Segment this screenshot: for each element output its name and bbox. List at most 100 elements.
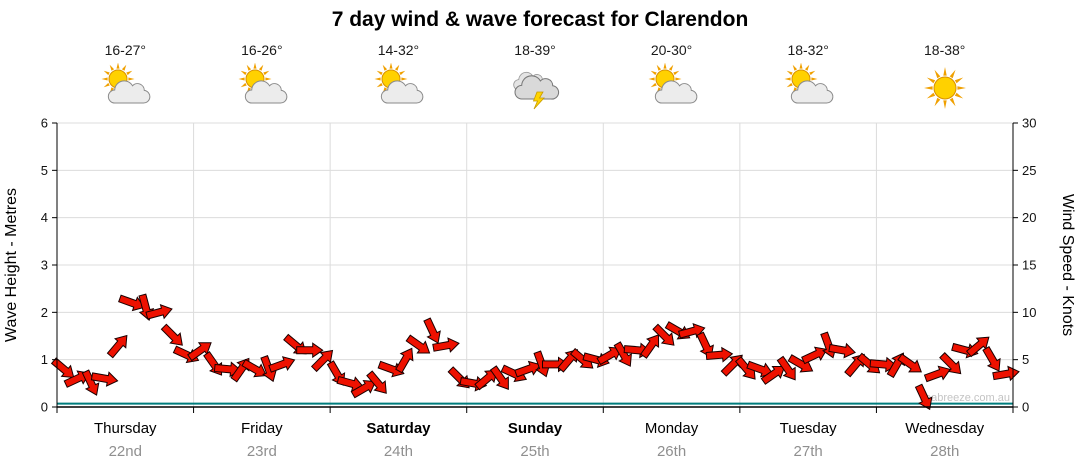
wind-arrow-glyph	[405, 334, 431, 354]
wind-arrow-glyph	[395, 347, 414, 374]
wind-arrow-glyph	[923, 365, 951, 383]
day-header: 18-39°	[509, 42, 561, 111]
day-header: 16-26°	[236, 42, 288, 111]
left-axis-title: Wave Height - Metres	[3, 188, 20, 342]
sun-cloud-icon	[101, 63, 151, 104]
right-tick-label: 5	[1022, 352, 1029, 367]
wind-arrow-glyph	[268, 356, 296, 373]
day-name-label: Wednesday	[905, 420, 984, 437]
day-headers: 16-27° 16-26° 14-32° 18-39° 20-30° 18-32° 18-3…	[0, 42, 1080, 152]
right-axis-title: Wind Speed - Knots	[1059, 194, 1076, 336]
wind-arrow-glyph	[640, 334, 660, 359]
wind-arrow	[106, 334, 128, 359]
wind-arrow-glyph	[965, 336, 990, 358]
left-tick-label: 3	[41, 258, 48, 273]
wind-arrow-glyph	[914, 383, 933, 411]
day-header: 18-38°	[919, 42, 971, 111]
lightning-bolt	[532, 91, 545, 110]
wind-arrow	[652, 323, 675, 346]
cloud-shape	[108, 80, 151, 104]
wind-arrow	[283, 333, 307, 355]
day-header: 20-30°	[646, 42, 698, 111]
wind-arrow-glyph	[106, 334, 128, 359]
wind-arrow	[801, 346, 828, 365]
wind-arrow	[914, 383, 933, 411]
day-name-label: Thursday	[94, 420, 157, 437]
day-header: 16-27°	[99, 42, 151, 111]
day-date-label: 25th	[520, 443, 549, 460]
wind-arrow-glyph	[801, 346, 828, 365]
day-date-label: 24th	[384, 443, 413, 460]
cloud-shape	[514, 75, 560, 100]
left-tick-label: 2	[41, 305, 48, 320]
day-date-label: 22nd	[109, 443, 142, 460]
day-header: 14-32°	[372, 42, 424, 111]
wind-arrows-series	[50, 293, 1020, 411]
sun-cloud-icon	[648, 63, 697, 104]
wind-arrow-glyph	[118, 294, 146, 312]
right-tick-label: 10	[1022, 305, 1036, 320]
left-tick-label: 4	[41, 210, 48, 225]
wind-arrow	[760, 365, 786, 385]
cloud-shape	[654, 80, 697, 104]
wind-arrow-glyph	[296, 342, 324, 359]
day-date-label: 26th	[657, 443, 686, 460]
day-name-label: Saturday	[366, 420, 431, 437]
wind-arrow	[923, 365, 951, 383]
sun-cloud-icon	[374, 63, 424, 104]
wind-arrow	[897, 353, 922, 373]
wind-arrow	[241, 358, 268, 378]
wind-arrow	[296, 342, 324, 359]
day-name-label: Sunday	[508, 420, 563, 437]
wind-arrow-glyph	[992, 365, 1020, 382]
left-tick-label: 5	[41, 163, 48, 178]
wind-arrow	[640, 334, 660, 359]
sun-disc	[933, 76, 957, 100]
wind-arrow-glyph	[613, 341, 632, 367]
sun-rays	[923, 67, 966, 109]
cloud-shape	[790, 80, 834, 104]
temperature-range-label: 18-39°	[514, 42, 556, 58]
wind-arrow	[350, 379, 377, 399]
wind-arrow	[395, 347, 414, 374]
wind-arrow	[423, 317, 441, 344]
wind-arrow	[145, 303, 173, 320]
wind-arrow	[366, 370, 387, 394]
wind-arrow	[939, 352, 962, 375]
sun-cloud-icon	[784, 63, 834, 104]
cloud-shape	[244, 80, 288, 104]
temperature-range-label: 20-30°	[650, 42, 693, 58]
left-tick-label: 1	[41, 352, 48, 367]
right-tick-label: 30	[1022, 116, 1036, 131]
wind-arrow-glyph	[187, 342, 212, 362]
wind-arrow	[90, 371, 119, 387]
wind-arrow	[776, 355, 796, 381]
wind-arrow-glyph	[939, 352, 962, 375]
cloud-shape	[381, 80, 424, 104]
day-name-label: Friday	[241, 420, 283, 437]
wind-arrow-glyph	[489, 365, 509, 390]
wind-arrow-glyph	[652, 323, 675, 346]
wind-arrow	[268, 356, 296, 373]
right-tick-label: 25	[1022, 163, 1036, 178]
sun-icon	[923, 67, 966, 109]
wind-arrow	[160, 323, 183, 346]
wind-arrow-glyph	[432, 337, 460, 353]
wind-arrow-glyph	[760, 365, 786, 385]
temperature-range-label: 18-32°	[787, 42, 829, 58]
day-name-label: Monday	[645, 420, 699, 437]
wind-arrow-glyph	[160, 323, 183, 346]
wind-arrow	[405, 334, 431, 354]
storm-cloud-icon	[513, 71, 560, 110]
wind-arrow-glyph	[241, 358, 268, 378]
day-header: 18-32°	[782, 42, 834, 111]
temperature-range-label: 18-38°	[924, 42, 966, 58]
wind-arrow	[828, 342, 856, 359]
wind-arrow-glyph	[90, 371, 119, 387]
day-name-label: Tuesday	[780, 420, 837, 437]
wind-arrow-glyph	[828, 342, 856, 359]
wind-arrow-glyph	[283, 333, 307, 355]
wind-arrow	[982, 346, 1001, 372]
